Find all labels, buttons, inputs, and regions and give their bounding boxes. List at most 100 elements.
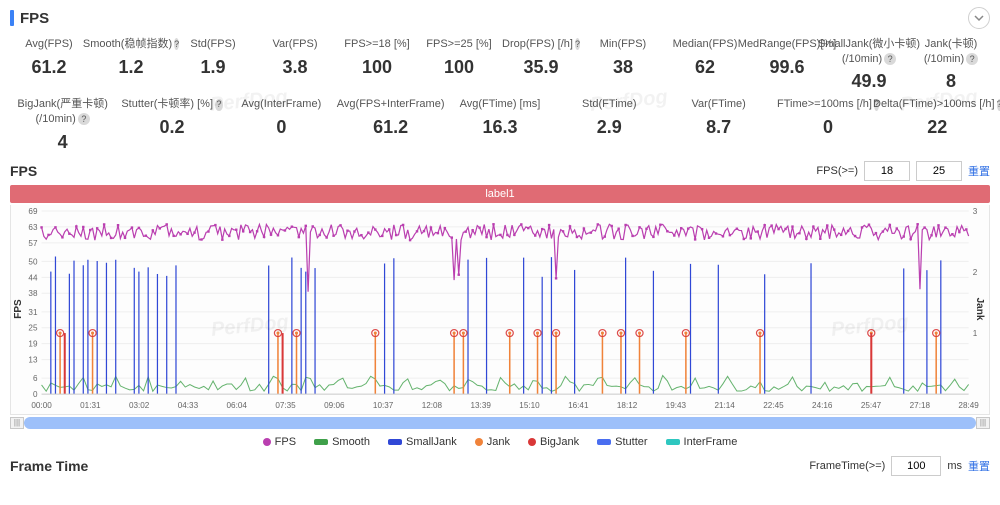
stat-cell: Var(FTime)8.7 (666, 96, 771, 140)
svg-text:21:14: 21:14 (714, 401, 735, 410)
threshold-input-1[interactable] (864, 161, 910, 181)
stat-cell: Smooth(稳帧指数)?1.2 (92, 36, 170, 80)
legend-label: FPS (275, 436, 296, 448)
svg-text:38: 38 (28, 289, 38, 298)
stat-value: 8.7 (668, 117, 769, 138)
stat-value: 1.2 (94, 57, 168, 78)
svg-text:57: 57 (28, 238, 38, 247)
svg-text:19:43: 19:43 (666, 401, 687, 410)
scroll-track[interactable] (24, 417, 976, 429)
frametime-title: Frame Time (10, 458, 88, 474)
stat-cell: Var(FPS)3.8 (256, 36, 334, 80)
help-icon[interactable]: ? (997, 99, 1000, 111)
stat-value: 0 (777, 117, 878, 138)
legend-swatch (597, 439, 611, 445)
svg-text:19: 19 (28, 339, 38, 348)
stat-value: 4 (12, 132, 113, 153)
legend-item[interactable]: Stutter (597, 436, 647, 448)
svg-text:10:37: 10:37 (373, 401, 394, 410)
title-accent (10, 10, 14, 26)
svg-text:69: 69 (28, 207, 38, 216)
help-icon[interactable]: ? (966, 53, 978, 65)
threshold-label: FPS(>=) (816, 165, 858, 177)
stat-value: 62 (668, 57, 742, 78)
frametime-reset[interactable]: 重置 (968, 458, 990, 474)
stat-value: 61.2 (340, 117, 441, 138)
svg-text:24:16: 24:16 (812, 401, 833, 410)
y-axis-left-label: FPS (13, 299, 24, 318)
legend-swatch (314, 439, 328, 445)
stat-cell: Drop(FPS) [/h]?35.9 (502, 36, 580, 80)
help-icon[interactable]: ? (575, 38, 580, 50)
timeline-scrollbar[interactable]: ||| ||| (10, 416, 990, 430)
help-icon[interactable]: ? (215, 99, 223, 111)
legend-label: BigJank (540, 436, 579, 448)
stat-value: 16.3 (449, 117, 550, 138)
legend-label: Stutter (615, 436, 647, 448)
svg-text:12:08: 12:08 (422, 401, 443, 410)
scroll-cap-left[interactable]: ||| (10, 417, 24, 429)
stat-cell: Min(FPS)38 (584, 36, 662, 80)
svg-text:27:18: 27:18 (910, 401, 931, 410)
chart-title: FPS (10, 163, 37, 179)
stat-cell: Jank(卡顿)(/10min)?8 (912, 36, 990, 94)
section-header: FPS (10, 4, 990, 32)
svg-text:13: 13 (28, 355, 38, 364)
svg-text:0: 0 (33, 390, 38, 399)
stat-cell: SmallJank(微小卡顿)(/10min)?49.9 (830, 36, 908, 94)
stat-cell: Std(FTime)2.9 (557, 96, 662, 140)
stat-cell: FPS>=25 [%]100 (420, 36, 498, 80)
stat-cell: FPS>=18 [%]100 (338, 36, 416, 80)
svg-text:44: 44 (28, 273, 38, 282)
svg-text:63: 63 (28, 223, 38, 232)
stat-value: 100 (340, 57, 414, 78)
legend-item[interactable]: Jank (475, 436, 510, 448)
fps-chart[interactable]: FPS Jank 061319253138445057636912300:000… (10, 205, 990, 415)
stat-cell: FTime>=100ms [/h]?0 (775, 96, 880, 140)
svg-text:13:39: 13:39 (471, 401, 492, 410)
stat-value: 0 (231, 117, 332, 138)
legend-swatch (528, 438, 536, 446)
collapse-button[interactable] (968, 7, 990, 29)
frametime-label: FrameTime(>=) (809, 460, 885, 472)
legend-item[interactable]: BigJank (528, 436, 579, 448)
stat-value: 49.9 (832, 71, 906, 92)
svg-text:18:12: 18:12 (617, 401, 638, 410)
svg-text:01:31: 01:31 (80, 401, 101, 410)
stat-cell: Stutter(卡顿率) [%]?0.2 (119, 96, 224, 140)
legend-item[interactable]: InterFrame (666, 436, 738, 448)
legend-swatch (666, 439, 680, 445)
svg-text:22:45: 22:45 (763, 401, 784, 410)
y-axis-right-label: Jank (974, 298, 985, 321)
svg-text:2: 2 (973, 268, 978, 277)
svg-text:15:10: 15:10 (519, 401, 540, 410)
stat-cell: Delta(FTime)>100ms [/h]?22 (885, 96, 990, 140)
legend-swatch (263, 438, 271, 446)
stat-cell: MedRange(FPS)[%]99.6 (748, 36, 826, 80)
help-icon[interactable]: ? (884, 53, 896, 65)
svg-text:07:35: 07:35 (275, 401, 296, 410)
legend-swatch (475, 438, 483, 446)
frametime-input[interactable] (891, 456, 941, 476)
stat-value: 2.9 (559, 117, 660, 138)
legend-label: Smooth (332, 436, 370, 448)
frametime-header: Frame Time FrameTime(>=) ms 重置 (10, 456, 990, 476)
scroll-cap-right[interactable]: ||| (976, 417, 990, 429)
chevron-down-icon (974, 13, 984, 23)
threshold-input-2[interactable] (916, 161, 962, 181)
legend-item[interactable]: SmallJank (388, 436, 457, 448)
stat-value: 99.6 (750, 57, 824, 78)
svg-text:06:04: 06:04 (227, 401, 248, 410)
help-icon[interactable]: ? (78, 113, 90, 125)
svg-text:1: 1 (973, 329, 978, 338)
legend-item[interactable]: FPS (263, 436, 296, 448)
legend-item[interactable]: Smooth (314, 436, 370, 448)
reset-link[interactable]: 重置 (968, 163, 990, 179)
chart-banner: label1 (10, 185, 990, 203)
svg-text:09:06: 09:06 (324, 401, 345, 410)
stat-value: 100 (422, 57, 496, 78)
legend-label: Jank (487, 436, 510, 448)
frametime-unit: ms (947, 460, 962, 472)
stat-cell: Avg(FPS)61.2 (10, 36, 88, 80)
stat-value: 0.2 (121, 117, 222, 138)
